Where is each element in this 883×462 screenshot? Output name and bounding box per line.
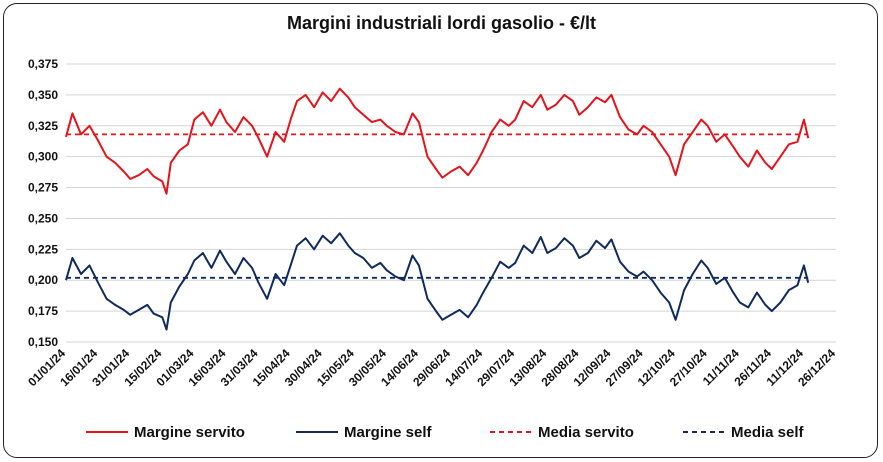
chart-frame: [3, 3, 878, 458]
y-tick-label: 0,300: [28, 150, 58, 164]
y-tick-label: 0,250: [28, 211, 58, 225]
series-line-1: [65, 232, 810, 331]
y-tick-label: 0,350: [28, 88, 58, 102]
chart-title: Margini industriali lordi gasolio - €/lt: [286, 13, 597, 33]
legend-label: Margine self: [344, 424, 433, 441]
legend-label: Media servito: [538, 424, 634, 441]
y-tick-label: 0,225: [28, 242, 58, 256]
legend-label: Margine servito: [134, 424, 245, 441]
y-tick-label: 0,175: [28, 304, 58, 318]
y-tick-label: 0,375: [28, 57, 58, 71]
y-tick-label: 0,275: [28, 181, 58, 195]
y-tick-label: 0,325: [28, 119, 58, 133]
series-line-0: [65, 87, 810, 195]
legend-label: Media self: [731, 424, 805, 441]
y-tick-label: 0,200: [28, 273, 58, 287]
y-tick-label: 0,150: [28, 335, 58, 349]
